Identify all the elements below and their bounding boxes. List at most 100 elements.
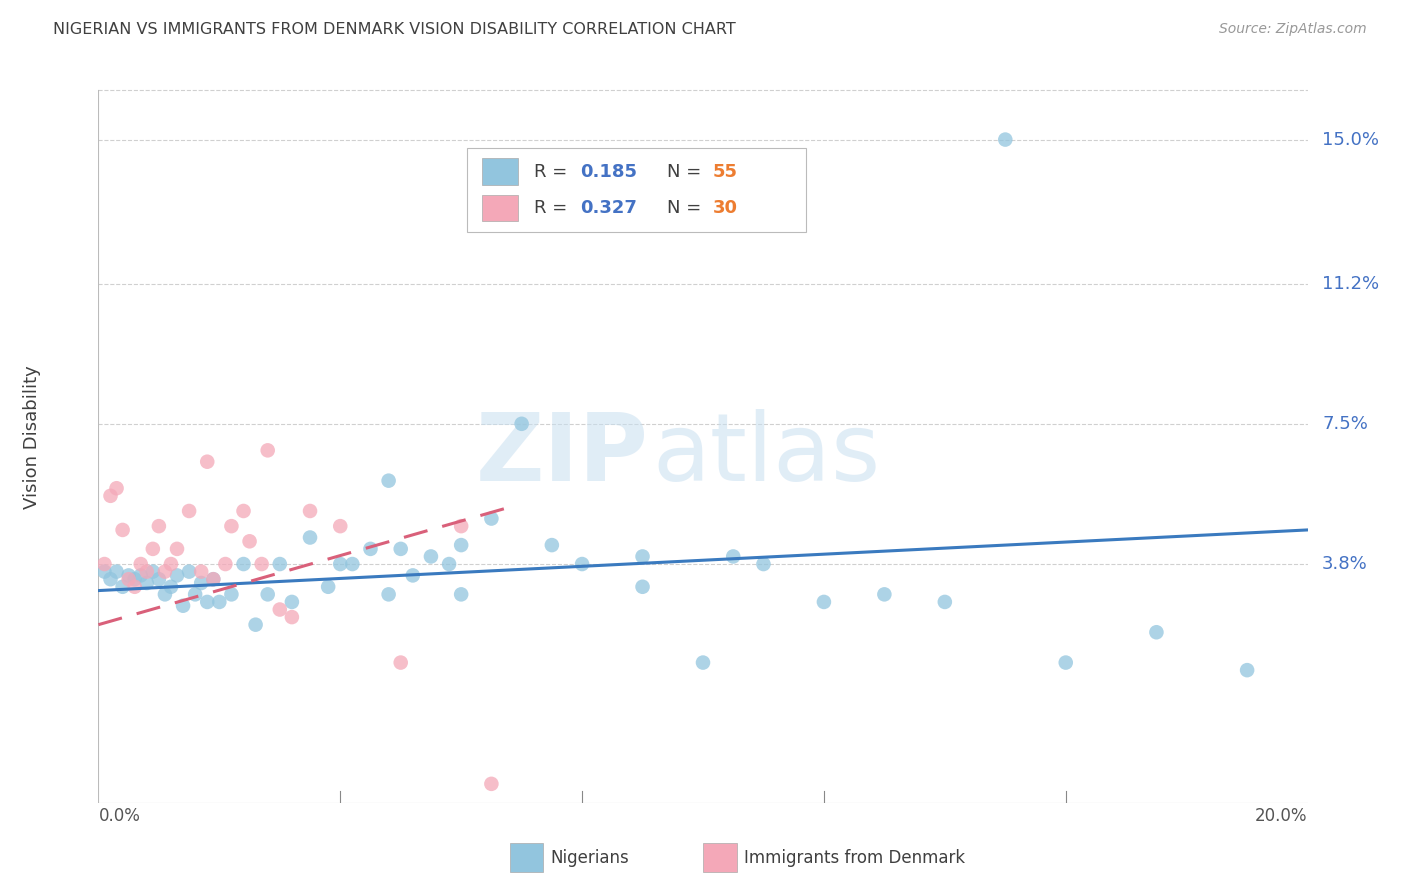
Point xyxy=(111,523,134,537)
Point xyxy=(752,557,775,571)
Point xyxy=(184,587,207,601)
Point xyxy=(299,504,322,518)
Point xyxy=(129,557,152,571)
Point xyxy=(124,572,146,586)
Point xyxy=(148,572,170,586)
Point xyxy=(329,519,352,533)
Point xyxy=(172,599,194,613)
Text: ZIP: ZIP xyxy=(475,409,648,501)
Point xyxy=(190,576,212,591)
Point xyxy=(256,587,278,601)
FancyBboxPatch shape xyxy=(482,159,517,185)
Point xyxy=(195,595,218,609)
Point xyxy=(160,557,183,571)
Text: 0.327: 0.327 xyxy=(579,199,637,217)
Point xyxy=(142,565,165,579)
Point xyxy=(723,549,745,564)
Point xyxy=(100,489,122,503)
Point xyxy=(208,595,231,609)
Point xyxy=(994,132,1017,146)
Point xyxy=(245,617,267,632)
Point xyxy=(450,587,472,601)
Point xyxy=(281,610,304,624)
Point xyxy=(202,572,225,586)
Text: 30: 30 xyxy=(713,199,738,217)
Point xyxy=(118,568,141,582)
Point xyxy=(221,587,243,601)
Point xyxy=(402,568,425,582)
Text: 55: 55 xyxy=(713,162,738,180)
Point xyxy=(631,549,654,564)
Point xyxy=(118,572,141,586)
FancyBboxPatch shape xyxy=(482,195,517,221)
Point xyxy=(389,541,412,556)
Text: 7.5%: 7.5% xyxy=(1322,415,1368,433)
Point xyxy=(873,587,896,601)
Point xyxy=(813,595,835,609)
Point xyxy=(256,443,278,458)
Point xyxy=(437,557,460,571)
Point xyxy=(342,557,364,571)
Text: Immigrants from Denmark: Immigrants from Denmark xyxy=(744,848,966,867)
Point xyxy=(129,568,152,582)
Point xyxy=(142,541,165,556)
Point xyxy=(100,572,122,586)
Point xyxy=(111,580,134,594)
Point xyxy=(269,602,291,616)
Point xyxy=(160,580,183,594)
Point xyxy=(93,557,115,571)
Point xyxy=(239,534,262,549)
Point xyxy=(232,557,254,571)
Point xyxy=(221,519,243,533)
FancyBboxPatch shape xyxy=(509,843,543,872)
Text: N =: N = xyxy=(666,162,707,180)
Point xyxy=(179,565,201,579)
Point xyxy=(481,511,503,525)
Text: Source: ZipAtlas.com: Source: ZipAtlas.com xyxy=(1219,22,1367,37)
Point xyxy=(299,531,322,545)
Point xyxy=(377,587,399,601)
Point xyxy=(232,504,254,518)
Point xyxy=(269,557,291,571)
Point xyxy=(105,565,128,579)
Point xyxy=(179,504,201,518)
Point xyxy=(631,580,654,594)
Text: N =: N = xyxy=(666,199,707,217)
Point xyxy=(420,549,443,564)
Point xyxy=(450,519,472,533)
Point xyxy=(124,580,146,594)
Text: 20.0%: 20.0% xyxy=(1256,806,1308,824)
Point xyxy=(190,565,212,579)
Point xyxy=(135,565,157,579)
Point xyxy=(360,541,382,556)
Point xyxy=(389,656,412,670)
Point xyxy=(1236,663,1258,677)
Point xyxy=(153,565,176,579)
Point xyxy=(281,595,304,609)
Point xyxy=(540,538,562,552)
Text: Vision Disability: Vision Disability xyxy=(22,365,41,509)
Point xyxy=(250,557,273,571)
Text: 0.185: 0.185 xyxy=(579,162,637,180)
Point xyxy=(153,587,176,601)
Text: atlas: atlas xyxy=(652,409,880,501)
Point xyxy=(195,455,218,469)
Point xyxy=(377,474,399,488)
Point xyxy=(934,595,956,609)
Point xyxy=(135,576,157,591)
Text: 0.0%: 0.0% xyxy=(98,806,141,824)
Point xyxy=(214,557,236,571)
FancyBboxPatch shape xyxy=(467,148,806,232)
Point xyxy=(148,519,170,533)
Text: R =: R = xyxy=(534,162,572,180)
Text: 15.0%: 15.0% xyxy=(1322,130,1379,149)
Text: NIGERIAN VS IMMIGRANTS FROM DENMARK VISION DISABILITY CORRELATION CHART: NIGERIAN VS IMMIGRANTS FROM DENMARK VISI… xyxy=(53,22,737,37)
Point xyxy=(481,777,503,791)
FancyBboxPatch shape xyxy=(703,843,737,872)
Point xyxy=(571,557,593,571)
Point xyxy=(316,580,339,594)
Point xyxy=(510,417,533,431)
Point xyxy=(1144,625,1167,640)
Point xyxy=(692,656,714,670)
Point xyxy=(166,541,188,556)
